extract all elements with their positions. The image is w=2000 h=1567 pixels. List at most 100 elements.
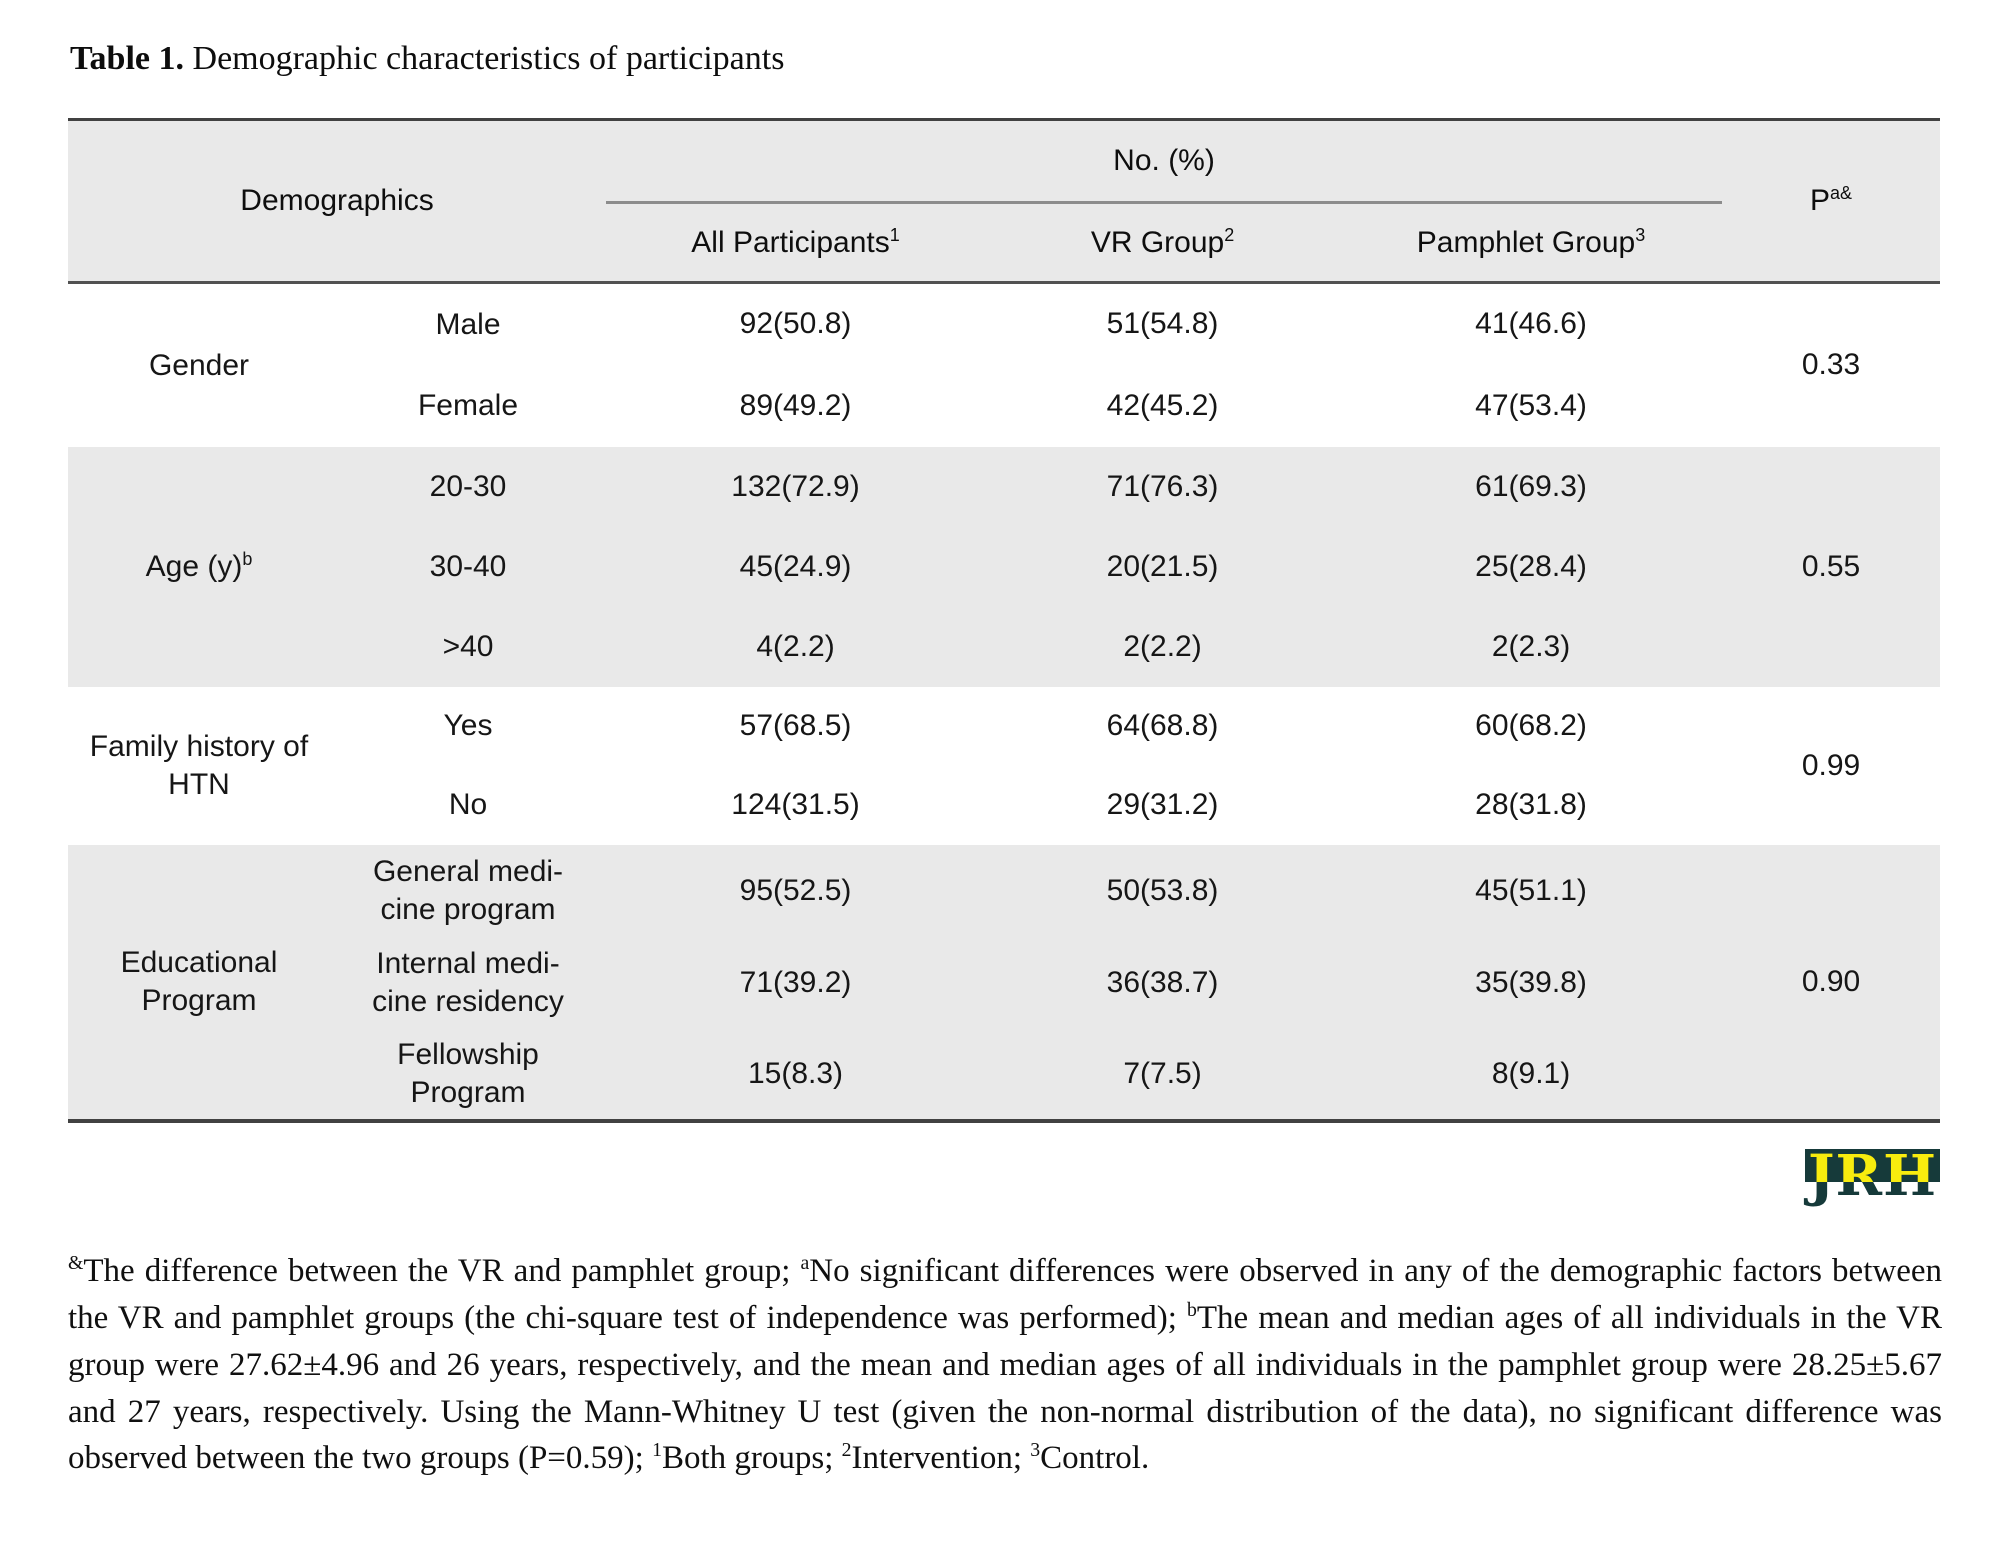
footnote-segment: Control. bbox=[1040, 1440, 1150, 1477]
section-label-age: Age (y)b bbox=[68, 446, 330, 687]
footnote-superscript: & bbox=[68, 1252, 84, 1274]
category-cell: Female bbox=[417, 388, 519, 422]
header-vr-group-superscript: 2 bbox=[1224, 224, 1235, 245]
section-label-text: Age (y) bbox=[145, 549, 243, 583]
value-cell: 132(72.9) bbox=[606, 446, 986, 527]
value-cell: 7(7.5) bbox=[985, 1028, 1341, 1121]
value-cell: 8(9.1) bbox=[1340, 1028, 1723, 1121]
table-caption-text: Demographic characteristics of participa… bbox=[184, 40, 785, 77]
table-row: Family history of HTN Yes 57(68.5) 64(68… bbox=[68, 687, 1940, 801]
table-row: Educational Program General medi- cine p… bbox=[68, 844, 1941, 1121]
value-cell: 20(21.5) bbox=[985, 526, 1341, 607]
section-label-family-history: Family history of HTN bbox=[89, 730, 309, 801]
header-p-label: P bbox=[1810, 184, 1831, 217]
jrh-journal-logo: JRH JRH bbox=[1805, 1144, 1940, 1208]
table-row: >40 4(2.2) 2(2.2) 2(2.3) bbox=[68, 606, 1940, 687]
value-cell: 95(52.5) bbox=[606, 844, 986, 937]
value-cell: 45(51.1) bbox=[1340, 844, 1723, 937]
value-cell: 41(46.6) bbox=[1475, 307, 1587, 341]
table-row: Age (y)b 20-30 132(72.9) 71(76.3) 61(69.… bbox=[68, 446, 1941, 687]
value-cell: 4(2.2) bbox=[606, 606, 986, 687]
value-cell: 47(53.4) bbox=[1475, 388, 1587, 422]
section-gender: Gender Male 92(50.8) 51(54.8) 41(46.6) 0… bbox=[68, 283, 1940, 447]
value-cell: 51(54.8) bbox=[1106, 307, 1219, 341]
category-cell: No bbox=[448, 788, 488, 822]
category-cell: Yes bbox=[443, 709, 493, 743]
value-cell: 45(24.9) bbox=[606, 526, 986, 607]
category-cell: 30-40 bbox=[330, 526, 607, 607]
table-footnote: &The difference between the VR and pamph… bbox=[68, 1248, 1942, 1482]
table-caption-number: Table 1. bbox=[70, 40, 185, 77]
value-cell: 25(28.4) bbox=[1340, 526, 1723, 607]
value-cell: 35(39.8) bbox=[1340, 936, 1723, 1029]
section-label-text: Gender bbox=[148, 348, 250, 382]
value-cell: 64(68.8) bbox=[1106, 709, 1219, 742]
value-cell: 89(49.2) bbox=[739, 388, 852, 422]
table-row: 30-40 45(24.9) 20(21.5) 25(28.4) bbox=[68, 526, 1940, 607]
category-cell: Internal medi- cine residency bbox=[330, 936, 607, 1029]
value-cell: 29(31.2) bbox=[1106, 788, 1219, 821]
section-label-educational-program: Educational Program bbox=[68, 844, 330, 1121]
category-cell: Male bbox=[435, 307, 501, 341]
header-vr-group-label: VR Group bbox=[1090, 225, 1225, 259]
value-cell: 42(45.2) bbox=[1106, 388, 1219, 422]
footnote-superscript: b bbox=[1186, 1298, 1197, 1321]
footnote-superscript: 2 bbox=[841, 1439, 852, 1462]
jrh-logo-text-overlay: JRH bbox=[1805, 1149, 1940, 1182]
logo-row: JRH JRH bbox=[1805, 1144, 1940, 1208]
header-pamphlet-group-superscript: 3 bbox=[1635, 224, 1646, 245]
footnote-segment: No significant differences were observed… bbox=[68, 1253, 1943, 1336]
section-age: Age (y)b 20-30 132(72.9) 71(76.3) 61(69.… bbox=[68, 446, 1941, 687]
header-vr-group: VR Group2 bbox=[985, 202, 1341, 283]
value-cell: 28(31.8) bbox=[1475, 788, 1587, 821]
p-value-educational-program: 0.90 bbox=[1722, 844, 1941, 1121]
value-cell: 57(68.5) bbox=[739, 709, 852, 742]
header-pamphlet-group: Pamphlet Group3 bbox=[1340, 202, 1723, 283]
value-cell: 92(50.8) bbox=[739, 307, 852, 341]
p-value-gender: 0.33 bbox=[1801, 348, 1861, 382]
table-header: Demographics No. (%) Pa& All Participant… bbox=[68, 119, 1941, 283]
value-cell: 2(2.3) bbox=[1340, 606, 1723, 687]
section-label-gender: Gender bbox=[68, 283, 330, 447]
header-all-participants-label: All Participants bbox=[691, 225, 890, 259]
footnote-segment: The mean and median ages of all individu… bbox=[68, 1299, 1942, 1477]
category-cell: 20-30 bbox=[330, 446, 607, 527]
table-row: Internal medi- cine residency 71(39.2) 3… bbox=[68, 936, 1940, 1029]
table-row: Gender Male 92(50.8) 51(54.8) 41(46.6) 0… bbox=[68, 283, 1940, 381]
value-cell: 71(76.3) bbox=[985, 446, 1341, 527]
table-container: Demographics No. (%) Pa& All Participant… bbox=[68, 118, 1941, 1123]
section-label-superscript: b bbox=[242, 548, 253, 569]
p-value-family-history: 0.99 bbox=[1801, 748, 1861, 782]
table-row: No 124(31.5) 29(31.2) 28(31.8) bbox=[68, 766, 1940, 845]
category-cell: >40 bbox=[330, 606, 607, 687]
header-p-superscript: a& bbox=[1830, 183, 1853, 203]
value-cell: 60(68.2) bbox=[1475, 709, 1587, 742]
footnote-segment: The difference between the VR and pamphl… bbox=[83, 1253, 801, 1289]
footnote-superscript: 1 bbox=[652, 1439, 662, 1462]
table-row: Fellowship Program 15(8.3) 7(7.5) 8(9.1) bbox=[68, 1028, 1940, 1121]
section-educational-program: Educational Program General medi- cine p… bbox=[68, 844, 1941, 1121]
header-no-pct: No. (%) bbox=[606, 119, 1723, 204]
header-pamphlet-group-label: Pamphlet Group bbox=[1416, 225, 1636, 259]
value-cell: 71(39.2) bbox=[606, 936, 986, 1029]
value-cell: 124(31.5) bbox=[731, 788, 860, 821]
category-cell: General medi- cine program bbox=[330, 844, 607, 937]
p-value-age: 0.55 bbox=[1722, 446, 1941, 687]
value-cell: 36(38.7) bbox=[985, 936, 1341, 1029]
footnote-segment: Both groups; bbox=[661, 1440, 842, 1477]
category-cell: Fellowship Program bbox=[330, 1028, 607, 1121]
header-all-participants-superscript: 1 bbox=[889, 224, 900, 245]
footnote-superscript: a bbox=[800, 1252, 810, 1274]
footnote-segment: Intervention; bbox=[851, 1440, 1031, 1477]
value-cell: 50(53.8) bbox=[985, 844, 1341, 937]
footnote-superscript: 3 bbox=[1030, 1439, 1041, 1462]
value-cell: 2(2.2) bbox=[985, 606, 1341, 687]
demographics-table: Demographics No. (%) Pa& All Participant… bbox=[68, 118, 1941, 1123]
table-row: Female 89(49.2) 42(45.2) 47(53.4) bbox=[68, 365, 1940, 447]
section-family-history: Family history of HTN Yes 57(68.5) 64(68… bbox=[68, 687, 1940, 845]
header-demographics: Demographics bbox=[68, 119, 607, 283]
header-all-participants: All Participants1 bbox=[606, 202, 986, 283]
value-cell: 15(8.3) bbox=[606, 1028, 986, 1121]
value-cell: 61(69.3) bbox=[1340, 446, 1723, 527]
